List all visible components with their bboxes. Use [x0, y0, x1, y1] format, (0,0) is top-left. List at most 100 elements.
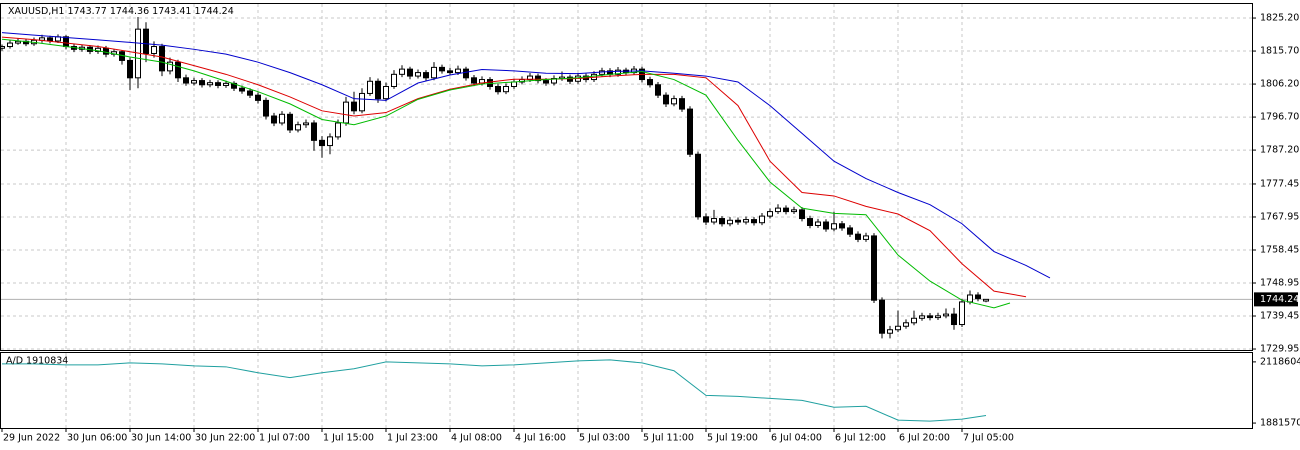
- candle-body: [383, 85, 389, 100]
- candle-body: [127, 59, 133, 79]
- candle-body: [783, 207, 789, 213]
- candle-body: [543, 80, 549, 84]
- candle-body: [319, 139, 325, 147]
- candle-body: [255, 94, 261, 101]
- candle-body: [903, 322, 909, 327]
- candle-body: [183, 77, 189, 84]
- candle-body: [879, 299, 885, 334]
- candle-body: [799, 209, 805, 220]
- grid: [1, 4, 1252, 428]
- indicator-tick-label: 2118604: [1260, 356, 1300, 367]
- indicator-tick-label: 1881570: [1260, 418, 1300, 429]
- candle-body: [399, 68, 405, 75]
- candle-body: [15, 40, 21, 44]
- candle-body: [391, 73, 397, 87]
- candle-body: [471, 77, 477, 84]
- x-tick-label: 29 Jun 2022: [3, 433, 60, 444]
- candle-body: [95, 47, 101, 52]
- candle-body: [775, 207, 781, 213]
- candle-body: [503, 85, 509, 93]
- x-tick-label: 1 Jul 23:00: [387, 433, 438, 444]
- candle-body: [863, 235, 869, 240]
- y-tick-label: 1739.45: [1260, 311, 1299, 322]
- candle-body: [271, 115, 277, 124]
- candle-body: [143, 28, 149, 54]
- x-tick-label: 5 Jul 19:00: [707, 433, 758, 444]
- candle-body: [303, 122, 309, 126]
- candle-body: [375, 80, 381, 100]
- candle-body: [711, 218, 717, 223]
- moving-average-line: [1, 38, 1011, 309]
- last-price-box: [1254, 292, 1298, 307]
- candle-body: [551, 78, 557, 84]
- candle-body: [367, 80, 373, 94]
- candle-body: [47, 37, 53, 42]
- candle-body: [287, 113, 293, 131]
- candle-body: [727, 219, 733, 225]
- high: 1744.36: [110, 6, 149, 17]
- candle-body: [7, 42, 13, 48]
- candle-body: [447, 70, 453, 74]
- x-tick-label: 4 Jul 16:00: [515, 433, 566, 444]
- candle-body: [247, 90, 253, 96]
- x-tick-label: 4 Jul 08:00: [451, 433, 502, 444]
- candle-body: [943, 313, 949, 317]
- candle-body: [967, 294, 973, 303]
- moving-average-line: [1, 36, 1027, 298]
- x-tick-label: 5 Jul 03:00: [579, 433, 630, 444]
- y-tick-label: 1796.70: [1260, 112, 1299, 123]
- x-tick-label: 1 Jul 07:00: [259, 433, 310, 444]
- y-tick-label: 1777.45: [1260, 178, 1299, 189]
- candle-body: [223, 82, 229, 86]
- candle-body: [871, 235, 877, 301]
- candle-body: [407, 68, 413, 77]
- candle-body: [263, 99, 269, 117]
- candle-body: [719, 218, 725, 225]
- candle-body: [335, 122, 341, 138]
- y-tick-label: 1748.95: [1260, 278, 1299, 289]
- candle-body: [663, 94, 669, 105]
- candle-body: [831, 223, 837, 230]
- candle-body: [295, 124, 301, 131]
- candle-body: [951, 313, 957, 326]
- candle-body: [191, 80, 197, 84]
- candle-body: [735, 219, 741, 223]
- plot: [0, 16, 1051, 422]
- indicator-label: A/D 1910834: [6, 356, 68, 367]
- candle-body: [815, 221, 821, 226]
- candle-body: [215, 82, 221, 86]
- candle-body: [423, 72, 429, 79]
- candle-body: [103, 47, 109, 55]
- x-tick-label: 1 Jul 15:00: [323, 433, 374, 444]
- candle-body: [327, 136, 333, 147]
- x-tick-label: 6 Jul 20:00: [899, 433, 950, 444]
- candle-body: [439, 66, 445, 72]
- candle-body: [415, 72, 421, 77]
- candle-body: [791, 209, 797, 213]
- candle-body: [983, 298, 989, 302]
- y-tick-label: 1767.95: [1260, 211, 1299, 222]
- candle-body: [63, 36, 69, 48]
- candle-body: [615, 69, 621, 75]
- x-tick-label: 30 Jun 22:00: [195, 433, 255, 444]
- x-tick-label: 30 Jun 14:00: [131, 433, 191, 444]
- candle-body: [911, 317, 917, 324]
- candle-body: [751, 219, 757, 224]
- x-tick-label: 5 Jul 11:00: [643, 433, 694, 444]
- candle-body: [511, 81, 517, 87]
- y-tick-label: 1758.45: [1260, 244, 1299, 255]
- candle-body: [343, 101, 349, 124]
- candle-body: [671, 98, 677, 105]
- price-frame: [0, 3, 1253, 351]
- y-tick-label: 1729.95: [1260, 344, 1299, 355]
- candle-body: [495, 85, 501, 93]
- candle-body: [0, 46, 5, 49]
- candle-body: [279, 113, 285, 124]
- candle-body: [463, 68, 469, 79]
- indicator-frame: [0, 352, 1253, 429]
- x-tick-label: 30 Jun 06:00: [67, 433, 127, 444]
- y-tick-label: 1806.20: [1260, 79, 1299, 90]
- candle-body: [823, 221, 829, 230]
